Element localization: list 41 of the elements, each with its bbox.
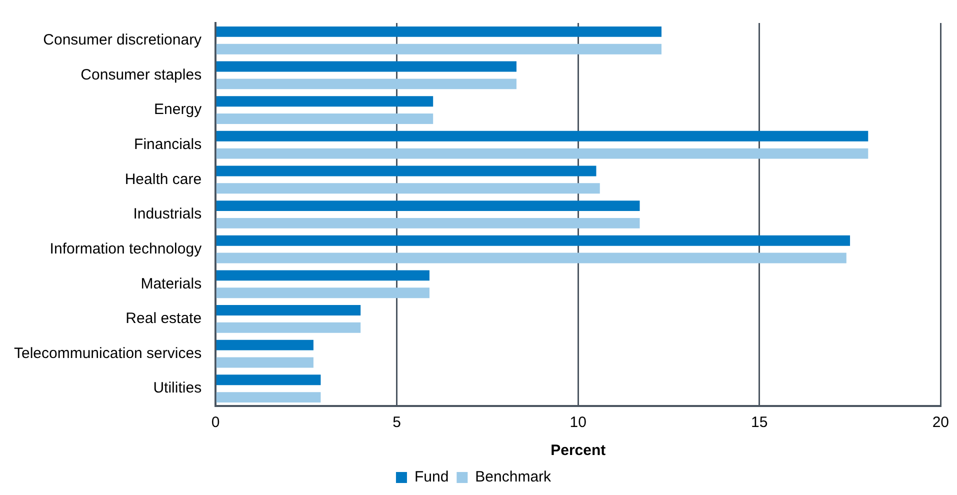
y-tick-label: Materials — [140, 275, 202, 292]
bar — [216, 114, 434, 124]
y-tick-label: Utilities — [153, 380, 202, 397]
x-tick-label: 0 — [211, 414, 220, 432]
x-tick-label: 15 — [751, 414, 768, 432]
bar — [216, 392, 321, 403]
bar — [216, 96, 434, 107]
bar — [216, 200, 640, 212]
x-tick-label: 20 — [932, 414, 949, 432]
bar — [216, 235, 850, 246]
bar — [216, 148, 868, 159]
bar — [216, 130, 868, 142]
y-tick-label: Financials — [134, 136, 202, 154]
bar — [216, 26, 662, 37]
bar — [216, 270, 430, 281]
y-tick-label: Consumer discretionary — [43, 32, 202, 49]
bar — [216, 340, 314, 350]
bar — [216, 61, 516, 72]
bar — [216, 44, 662, 54]
bar — [216, 183, 600, 194]
y-tick-label: Energy — [154, 101, 202, 118]
y-tick-label: Consumer staples — [80, 66, 202, 84]
y-tick-label: Real estate — [126, 310, 202, 328]
x-axis-title: Percent — [550, 442, 606, 460]
bar — [216, 305, 361, 316]
y-tick-label: Industrials — [133, 206, 202, 223]
bar — [216, 322, 361, 333]
bar — [216, 78, 516, 90]
bar — [216, 252, 846, 264]
x-tick-label: 5 — [392, 414, 402, 432]
bar — [216, 374, 321, 386]
legend-label: Benchmark — [475, 468, 552, 486]
y-tick-label: Telecommunication services — [14, 344, 202, 362]
bar — [216, 357, 314, 368]
y-tick-label: Health care — [124, 170, 202, 188]
bar — [216, 288, 430, 298]
x-tick-label: 10 — [570, 414, 586, 432]
bar — [216, 218, 640, 228]
y-tick-label: Information technology — [50, 240, 202, 258]
legend-label: Fund — [414, 468, 449, 486]
bar — [216, 166, 596, 176]
